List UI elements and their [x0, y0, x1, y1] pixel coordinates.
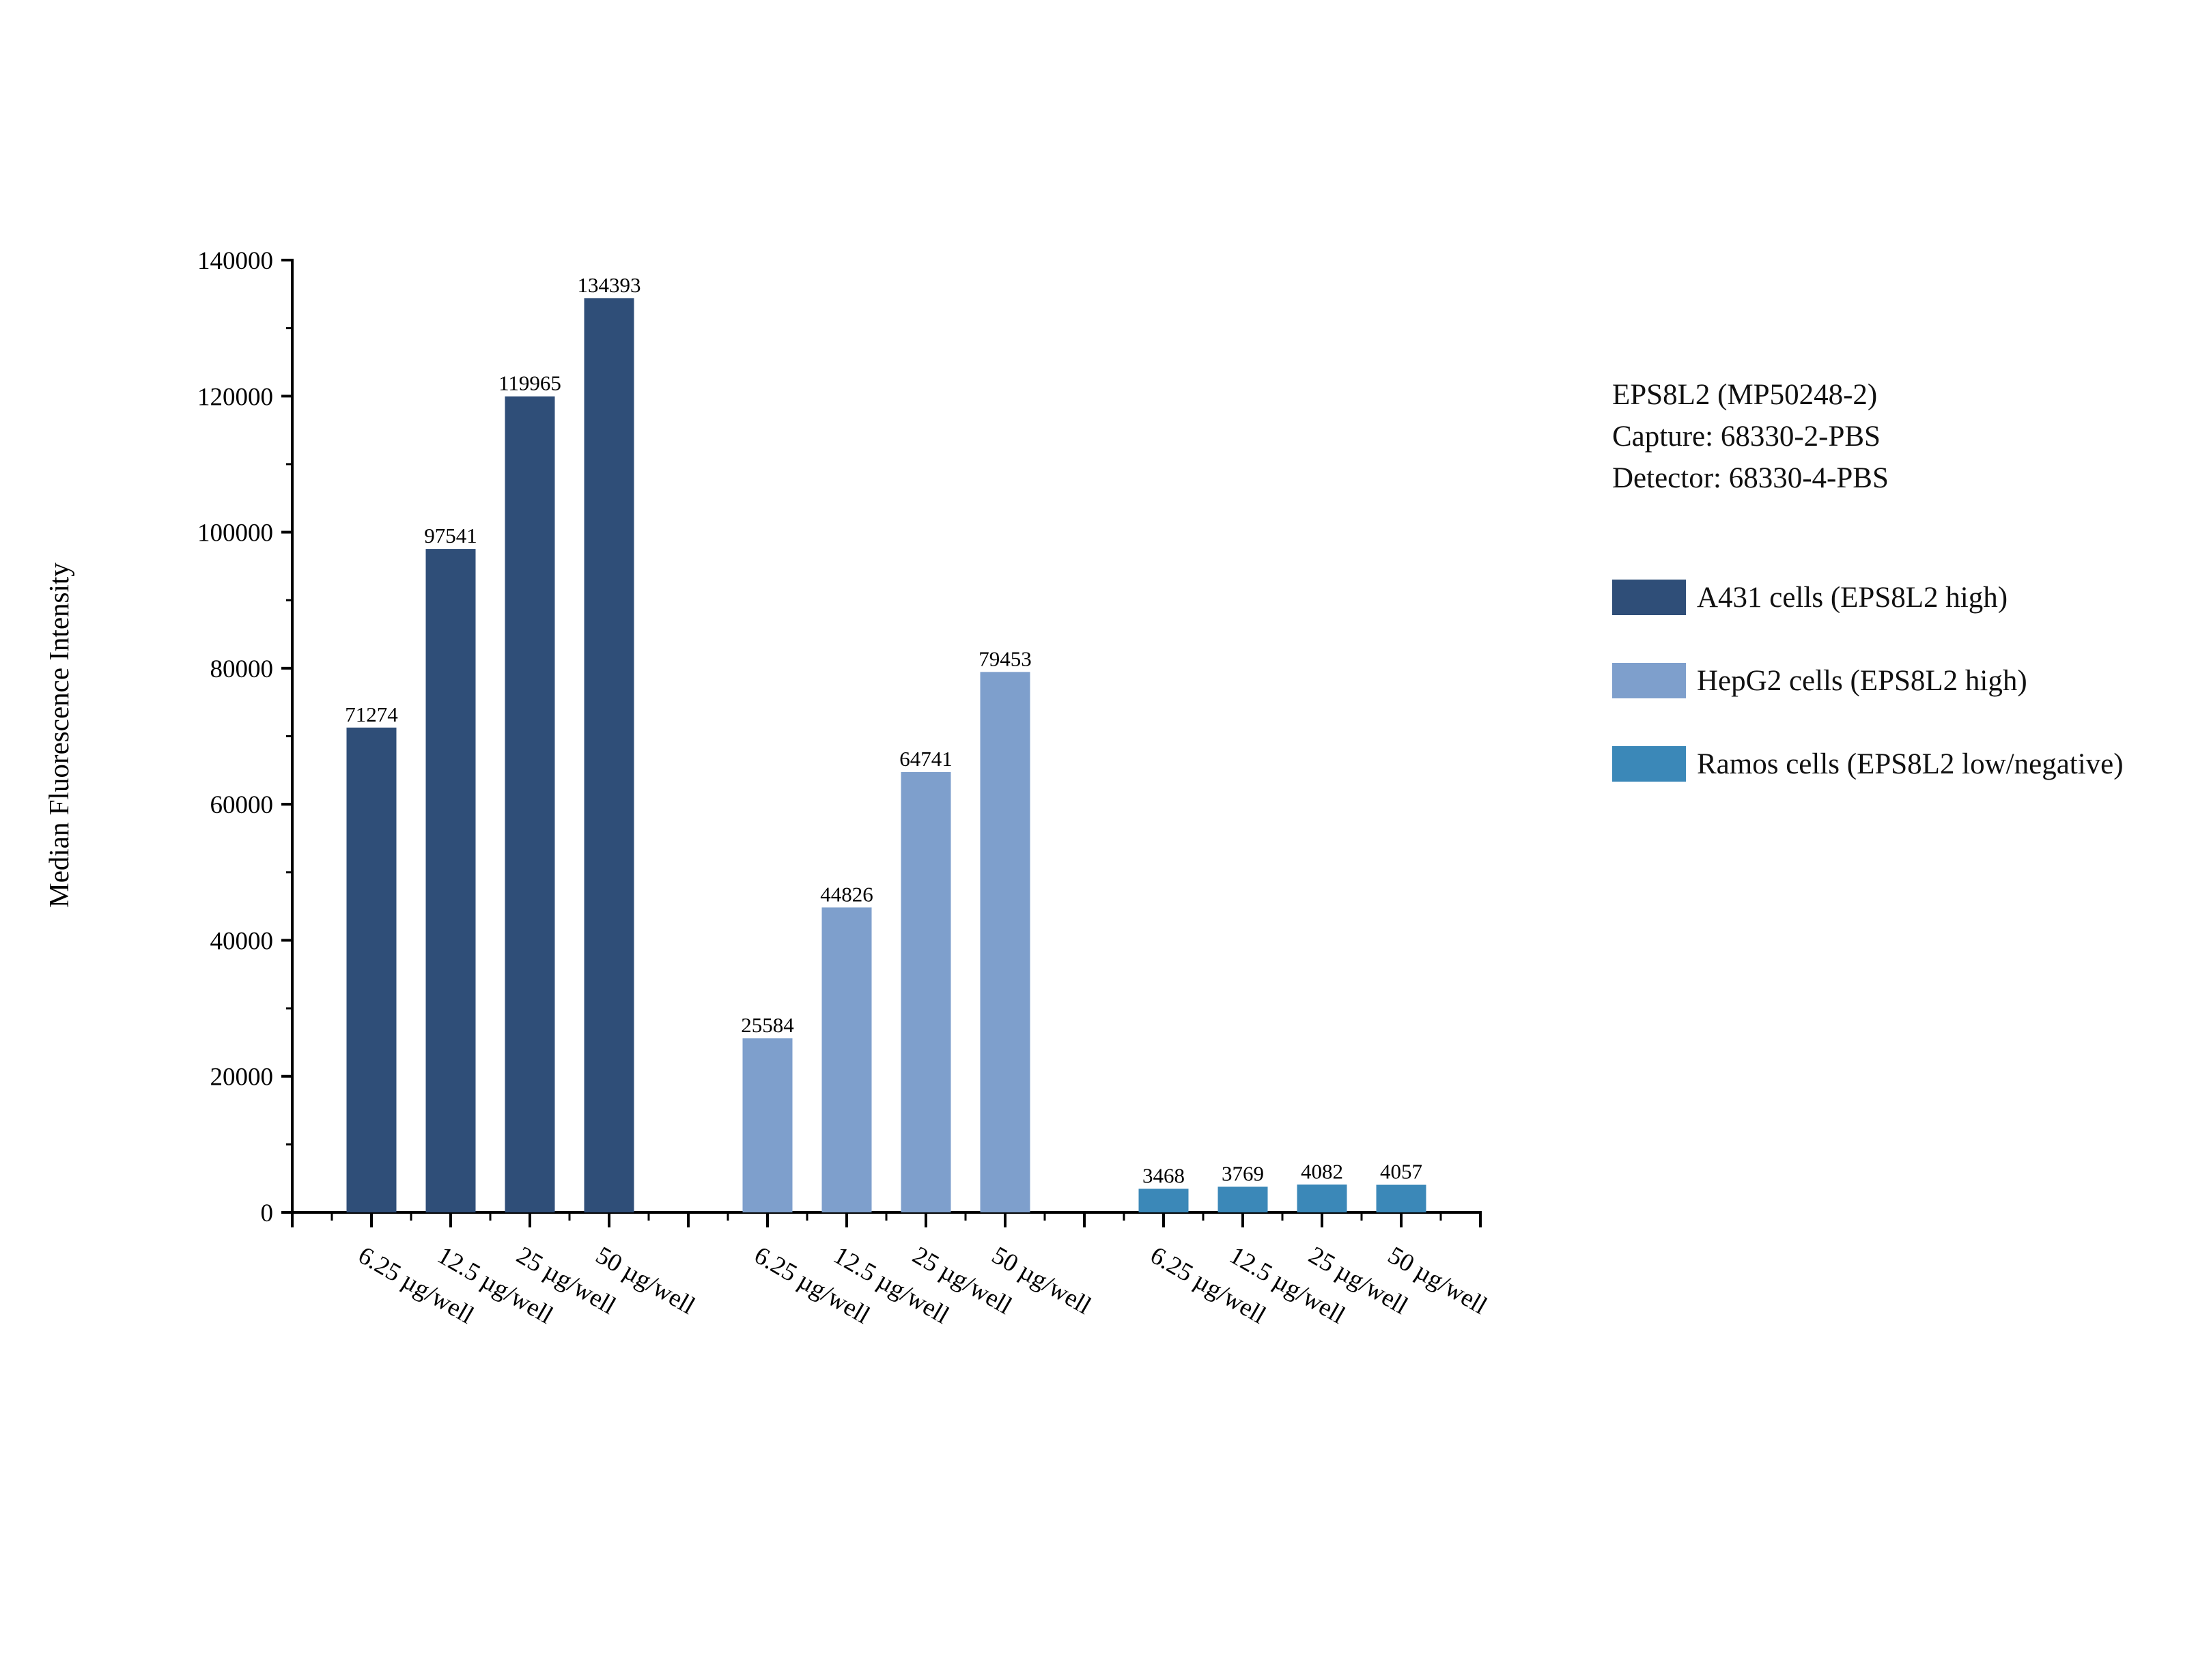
info-line-detector: Detector: 68330-4-PBS	[1612, 462, 1889, 494]
y-tick-label: 20000	[210, 1064, 274, 1092]
legend-item-a431: A431 cells (EPS8L2 high)	[1612, 580, 2008, 615]
bar	[821, 907, 872, 1212]
bar	[505, 396, 555, 1212]
bar	[901, 771, 951, 1212]
bar	[1217, 1186, 1268, 1212]
legend-swatch	[1612, 746, 1686, 782]
data-label: 25584	[741, 1013, 794, 1037]
data-label: 44826	[820, 882, 873, 906]
data-label: 3769	[1222, 1161, 1264, 1185]
data-label: 4082	[1301, 1159, 1343, 1183]
bar	[742, 1038, 793, 1212]
legend-swatch	[1612, 663, 1686, 698]
bar	[346, 727, 397, 1212]
bar	[980, 672, 1030, 1212]
bar	[1138, 1188, 1189, 1212]
legend-item-ramos: Ramos cells (EPS8L2 low/negative)	[1612, 746, 2124, 782]
y-tick-label: 100000	[197, 519, 273, 547]
y-tick-label: 80000	[210, 655, 274, 683]
data-label: 4057	[1380, 1160, 1422, 1184]
y-tick-label: 0	[261, 1199, 274, 1227]
data-label: 119965	[498, 371, 561, 395]
bar	[425, 549, 476, 1212]
legend-label: A431 cells (EPS8L2 high)	[1697, 581, 2008, 614]
legend-item-hepg2: HepG2 cells (EPS8L2 high)	[1612, 663, 2027, 698]
legend-label: HepG2 cells (EPS8L2 high)	[1697, 664, 2027, 697]
legend-swatch	[1612, 580, 1686, 615]
y-tick-label: 120000	[197, 383, 273, 411]
bar	[1376, 1184, 1426, 1212]
chart-info: EPS8L2 (MP50248-2) Capture: 68330-2-PBS …	[1612, 374, 1889, 499]
data-label: 64741	[899, 747, 953, 771]
info-line-capture: Capture: 68330-2-PBS	[1612, 421, 1881, 453]
bar	[1297, 1184, 1347, 1212]
y-tick-label: 60000	[210, 791, 274, 819]
info-line-antibody: EPS8L2 (MP50248-2)	[1612, 379, 1878, 411]
data-label: 97541	[424, 524, 477, 547]
y-tick-label: 140000	[197, 247, 273, 275]
data-label: 3468	[1142, 1163, 1185, 1187]
y-tick-label: 40000	[210, 927, 274, 955]
y-axis-label: Median Fluorescence Intensity	[43, 563, 74, 908]
data-label: 71274	[345, 702, 398, 726]
data-label: 134393	[578, 273, 641, 297]
data-label: 79453	[979, 646, 1032, 670]
legend-label: Ramos cells (EPS8L2 low/negative)	[1697, 748, 2124, 780]
bar	[584, 298, 634, 1212]
